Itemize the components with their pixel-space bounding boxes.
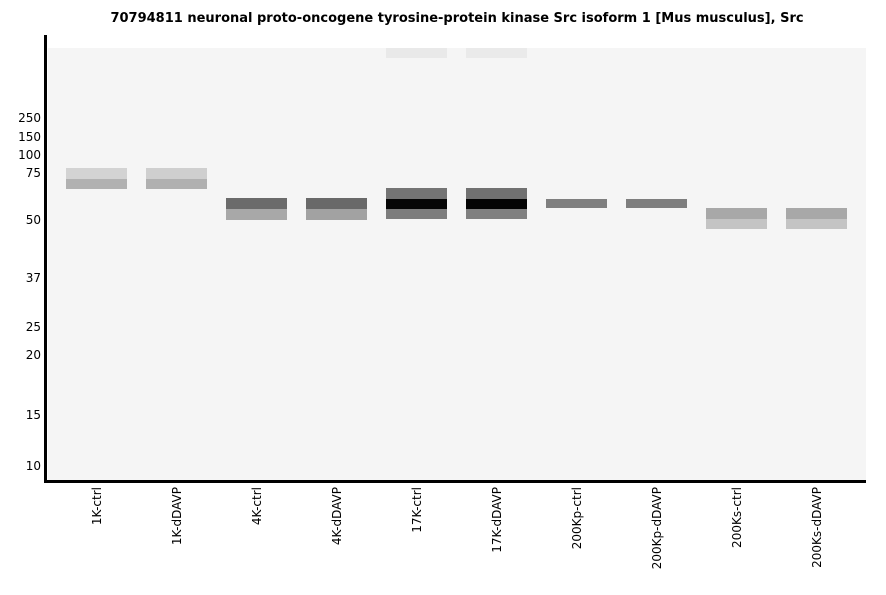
lane-label: 1K-ctrl xyxy=(89,487,104,526)
x-axis-line xyxy=(44,480,866,483)
gel-band xyxy=(386,48,447,58)
y-tick-label: 250 xyxy=(18,111,41,125)
y-axis-line xyxy=(44,35,47,483)
gel-band xyxy=(786,219,847,229)
gel-band xyxy=(466,48,527,58)
gel-band xyxy=(466,209,527,219)
lane-label: 200Ks-ctrl xyxy=(729,487,744,548)
lane-label: 4K-ctrl xyxy=(249,487,264,526)
gel-band xyxy=(786,208,847,219)
gel-band xyxy=(706,219,767,229)
gel-band xyxy=(66,168,127,179)
gel-band xyxy=(706,208,767,219)
gel-band xyxy=(386,188,447,199)
gel-band xyxy=(386,209,447,219)
lane-label: 4K-dDAVP xyxy=(329,487,344,546)
y-tick-label: 10 xyxy=(25,459,41,473)
y-tick-label: 50 xyxy=(25,213,41,227)
gel-band xyxy=(466,188,527,199)
lane-label: 200Ks-dDAVP xyxy=(809,487,824,568)
lane-label: 200Kp-dDAVP xyxy=(649,487,664,570)
lane-label: 17K-dDAVP xyxy=(489,487,504,553)
figure-title: 70794811 neuronal proto-oncogene tyrosin… xyxy=(110,11,804,26)
lane-label: 17K-ctrl xyxy=(409,487,424,533)
gel-band xyxy=(306,198,367,209)
y-tick-label: 75 xyxy=(25,166,41,180)
gel-band xyxy=(386,199,447,209)
gel-band xyxy=(226,198,287,209)
y-tick-label: 150 xyxy=(18,130,41,144)
gel-band xyxy=(146,168,207,179)
lane-label: 1K-dDAVP xyxy=(169,487,184,546)
lane-label: 200Kp-ctrl xyxy=(569,487,584,550)
gel-band xyxy=(146,179,207,189)
y-tick-label: 25 xyxy=(25,320,41,334)
gel-band xyxy=(466,199,527,209)
y-tick-label: 15 xyxy=(25,408,41,422)
gel-background xyxy=(48,48,866,480)
gel-band xyxy=(226,209,287,220)
gel-band xyxy=(306,209,367,220)
y-tick-label: 20 xyxy=(25,348,41,362)
gel-band xyxy=(626,199,687,208)
gel-band xyxy=(66,179,127,189)
y-tick-label: 100 xyxy=(18,148,41,162)
y-tick-label: 37 xyxy=(25,271,41,285)
gel-band xyxy=(546,199,607,208)
